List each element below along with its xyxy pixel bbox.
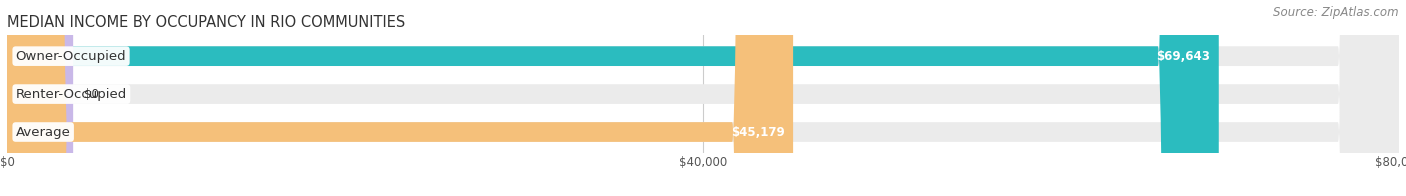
Text: MEDIAN INCOME BY OCCUPANCY IN RIO COMMUNITIES: MEDIAN INCOME BY OCCUPANCY IN RIO COMMUN…: [7, 15, 405, 30]
Text: Renter-Occupied: Renter-Occupied: [15, 88, 127, 101]
Text: Source: ZipAtlas.com: Source: ZipAtlas.com: [1274, 6, 1399, 19]
FancyBboxPatch shape: [7, 0, 1399, 196]
FancyBboxPatch shape: [7, 0, 73, 196]
Text: Average: Average: [15, 125, 70, 139]
FancyBboxPatch shape: [7, 0, 1399, 196]
Text: $45,179: $45,179: [731, 125, 785, 139]
Text: $69,643: $69,643: [1156, 50, 1211, 63]
FancyBboxPatch shape: [7, 0, 793, 196]
Text: $0: $0: [83, 88, 98, 101]
FancyBboxPatch shape: [7, 0, 1399, 196]
FancyBboxPatch shape: [7, 0, 1219, 196]
Text: Owner-Occupied: Owner-Occupied: [15, 50, 127, 63]
